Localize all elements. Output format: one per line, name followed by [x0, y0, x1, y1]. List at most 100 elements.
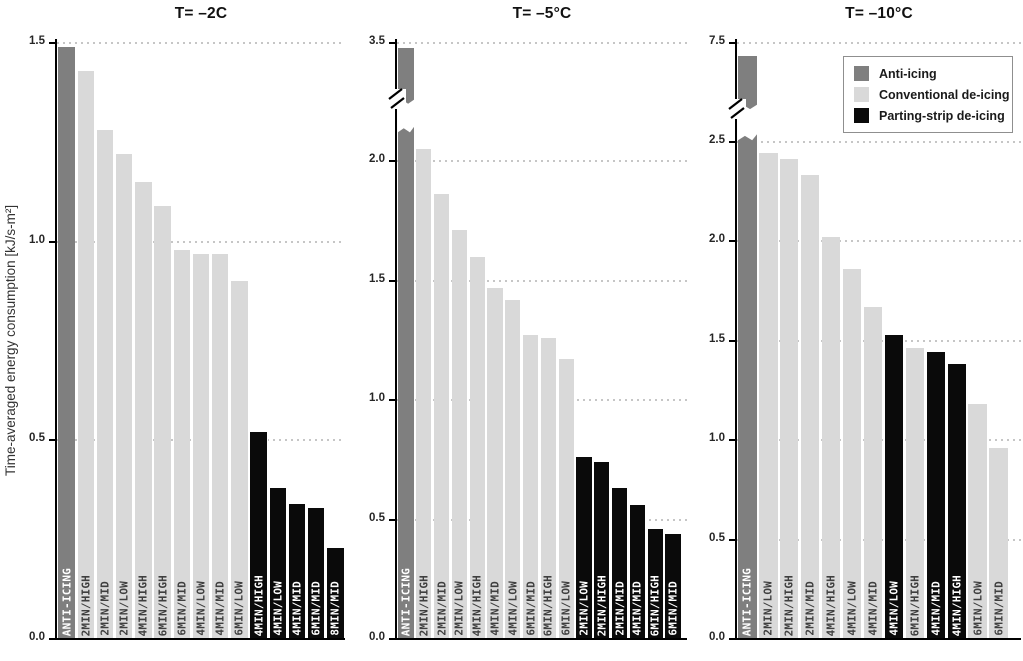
bar: 4MIN/MID — [926, 352, 945, 639]
axis-break-icon — [386, 85, 406, 113]
y-axis-label: Time-averaged energy consumption [kJ/s-m… — [3, 204, 18, 476]
x-axis-line — [392, 638, 687, 640]
legend-label: Parting-strip de-icing — [879, 108, 1005, 123]
bar: 6MIN/MID — [989, 447, 1008, 639]
bar-label: 2MIN/MID — [613, 581, 627, 636]
panel-title: T= –10°C — [845, 5, 913, 22]
bar: 2MIN/LOW — [451, 230, 467, 639]
chart-panel: T= –10°C ANTI-ICING 2MIN/LOW 2MIN/HIGH 2MIN/… — [709, 0, 1021, 661]
bar-label: 6MIN/HIGH — [908, 574, 922, 636]
bar: 6MIN/HIGH — [647, 529, 663, 639]
bar-label: 4MIN/MID — [290, 581, 304, 636]
bar-label: 2MIN/LOW — [577, 581, 591, 636]
bar: 4MIN/LOW — [505, 299, 521, 639]
y-tick — [49, 42, 55, 45]
panel-title: T= –5°C — [512, 5, 572, 22]
bar: 6MIN/HIGH — [540, 337, 556, 639]
bar-label: ANTI-ICING — [399, 567, 413, 636]
legend-label: Anti-icing — [879, 66, 937, 81]
bar-label: 6MIN/MID — [309, 581, 323, 636]
legend-swatch-conventional — [854, 87, 869, 102]
bar-label: 4MIN/MID — [630, 581, 644, 636]
bar-label: 6MIN/MID — [175, 581, 189, 636]
bar: 2MIN/LOW — [576, 457, 592, 639]
y-axis-line — [735, 39, 737, 640]
gridline — [57, 42, 345, 45]
bar-label: 4MIN/HIGH — [470, 574, 484, 636]
bar: 2MIN/MID — [96, 130, 114, 639]
y-tick-label: 0.5 — [369, 511, 385, 524]
bar: 2MIN/MID — [801, 175, 820, 639]
y-tick-label: 1.5 — [29, 35, 45, 48]
bar: 4MIN/HIGH — [821, 237, 841, 639]
y-tick — [49, 240, 55, 243]
bar: 4MIN/MID — [211, 253, 229, 639]
bar-label: ANTI-ICING — [740, 567, 754, 636]
y-tick-label: 0.5 — [709, 531, 725, 544]
y-tick — [49, 439, 55, 442]
bar: ANTI-ICING — [738, 56, 757, 639]
y-tick-label: 1.5 — [709, 332, 725, 345]
bar: 2MIN/HIGH — [77, 70, 95, 639]
legend: Anti-icing Conventional de-icing Parting-s… — [843, 56, 1013, 133]
bar-label: 8MIN/MID — [328, 581, 342, 636]
bar-label: 6MIN/LOW — [971, 581, 985, 636]
bar: 6MIN/MID — [307, 507, 325, 639]
bar-label: 2MIN/LOW — [761, 581, 775, 636]
x-axis-line — [732, 638, 1021, 640]
y-axis-line — [395, 39, 397, 640]
bar-label: 6MIN/MID — [666, 581, 680, 636]
y-tick-label: 1.0 — [29, 233, 45, 246]
bar: 6MIN/MID — [173, 249, 191, 639]
bar: 4MIN/MID — [288, 503, 306, 639]
bar: 4MIN/LOW — [269, 488, 287, 639]
y-tick — [49, 638, 55, 640]
y-tick — [389, 518, 395, 521]
bar-label: 4MIN/MID — [213, 581, 227, 636]
bar-label: 2MIN/LOW — [452, 581, 466, 636]
bar: 2MIN/LOW — [115, 154, 133, 639]
bar-label: 4MIN/HIGH — [252, 574, 266, 636]
bar: 4MIN/HIGH — [947, 364, 966, 639]
chart-panel: T= –5°C ANTI-ICING 2MIN/HIGH 2MIN/MID 2MIN/L… — [369, 0, 687, 661]
gridline — [397, 42, 687, 44]
y-axis-line — [55, 39, 57, 640]
bar: 6MIN/HIGH — [905, 348, 924, 639]
y-tick — [389, 638, 395, 640]
y-tick — [729, 439, 735, 441]
bar-label: 6MIN/MID — [992, 581, 1006, 636]
bar: 4MIN/MID — [487, 287, 503, 639]
bar-label: 4MIN/MID — [929, 581, 943, 636]
y-tick — [389, 399, 395, 401]
gridline — [737, 42, 1021, 44]
gridline — [737, 240, 1021, 242]
y-tick — [729, 42, 735, 44]
bar: 2MIN/HIGH — [594, 462, 610, 639]
bar: 6MIN/MID — [665, 533, 681, 639]
bar-label: ANTI-ICING — [60, 567, 74, 636]
bar-label: 2MIN/LOW — [117, 581, 131, 636]
y-tick-label: 7.5 — [709, 35, 725, 47]
bar-label: 4MIN/LOW — [271, 581, 285, 636]
bar: 6MIN/LOW — [968, 404, 987, 639]
bar-label: 4MIN/MID — [488, 581, 502, 636]
bar-label: 2MIN/HIGH — [782, 574, 796, 636]
gridline — [397, 160, 687, 162]
y-tick — [389, 160, 395, 162]
bar: 4MIN/HIGH — [135, 182, 152, 639]
y-tick-label: 2.0 — [709, 233, 725, 245]
bar-label: 6MIN/MID — [524, 581, 538, 636]
bar-label: 2MIN/HIGH — [79, 574, 93, 636]
y-tick-label: 1.0 — [709, 432, 725, 444]
bar-label: 4MIN/LOW — [194, 581, 208, 636]
axis-break-icon — [726, 95, 746, 123]
bar-label: 4MIN/LOW — [506, 581, 520, 636]
bar: 8MIN/MID — [327, 547, 344, 639]
gridline — [397, 279, 687, 282]
gridline — [57, 240, 345, 243]
bar: 6MIN/LOW — [558, 359, 574, 639]
y-tick-label: 1.5 — [369, 272, 385, 285]
legend-swatch-parting_strip — [854, 108, 869, 123]
y-tick — [389, 279, 395, 282]
y-tick — [729, 140, 735, 143]
